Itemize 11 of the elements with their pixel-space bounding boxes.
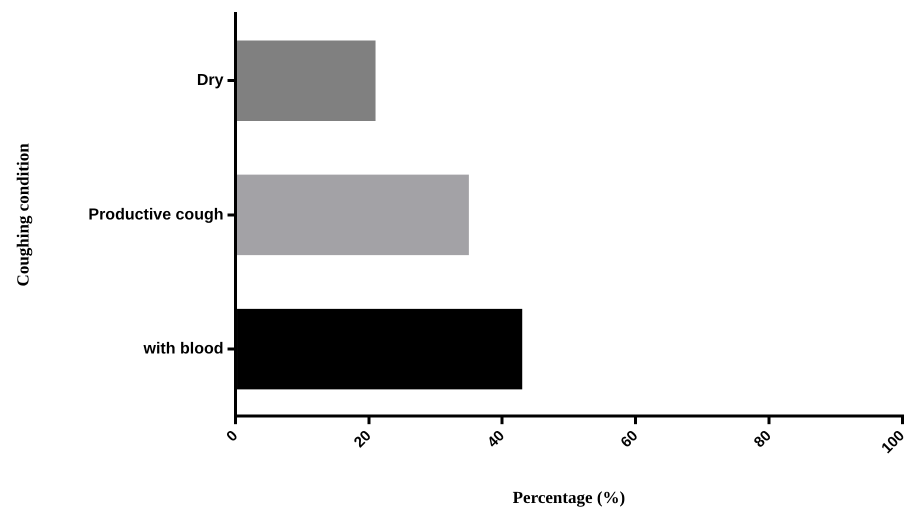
x-tick-label: 0 bbox=[223, 427, 242, 446]
y-axis-title: Coughing condition bbox=[14, 142, 33, 286]
x-axis-title: Percentage (%) bbox=[512, 488, 626, 508]
x-tick-label: 100 bbox=[878, 427, 908, 457]
x-tick-label: 20 bbox=[350, 427, 375, 452]
x-tick-label: 80 bbox=[750, 427, 775, 452]
y-tick-label: Dry bbox=[196, 72, 224, 90]
y-tick-label: Productive cough bbox=[88, 206, 224, 224]
x-tick-label: 40 bbox=[484, 427, 508, 452]
x-tick-label: 60 bbox=[618, 427, 642, 452]
y-tick-label: with blood bbox=[142, 340, 224, 358]
